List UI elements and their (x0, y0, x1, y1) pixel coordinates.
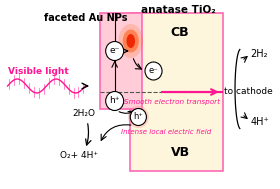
Circle shape (145, 62, 162, 80)
Text: O₂+ 4H⁺: O₂+ 4H⁺ (60, 150, 98, 160)
Circle shape (130, 108, 146, 125)
Ellipse shape (127, 34, 135, 48)
Ellipse shape (123, 29, 139, 53)
Text: h⁺: h⁺ (134, 112, 143, 121)
Bar (130, 13, 223, 171)
Text: e⁻: e⁻ (109, 46, 120, 55)
Ellipse shape (128, 106, 149, 128)
Text: Intense local electric field: Intense local electric field (121, 129, 211, 135)
Text: faceted Au NPs: faceted Au NPs (44, 13, 127, 23)
Text: h⁺: h⁺ (109, 96, 120, 105)
Circle shape (106, 42, 124, 60)
Text: 2H₂O: 2H₂O (72, 108, 95, 118)
Bar (99, 13, 142, 109)
Ellipse shape (118, 24, 143, 58)
Text: anatase TiO₂: anatase TiO₂ (141, 5, 216, 15)
Text: CB: CB (171, 26, 189, 40)
Text: e⁻: e⁻ (149, 66, 158, 75)
Circle shape (106, 91, 124, 111)
Text: VB: VB (171, 146, 190, 160)
Text: Visible light: Visible light (8, 67, 68, 77)
Text: 2H₂: 2H₂ (250, 49, 268, 59)
Text: 4H⁺: 4H⁺ (250, 117, 269, 127)
Text: to cathode: to cathode (224, 88, 272, 97)
Text: Smooth electron transport: Smooth electron transport (125, 99, 220, 105)
